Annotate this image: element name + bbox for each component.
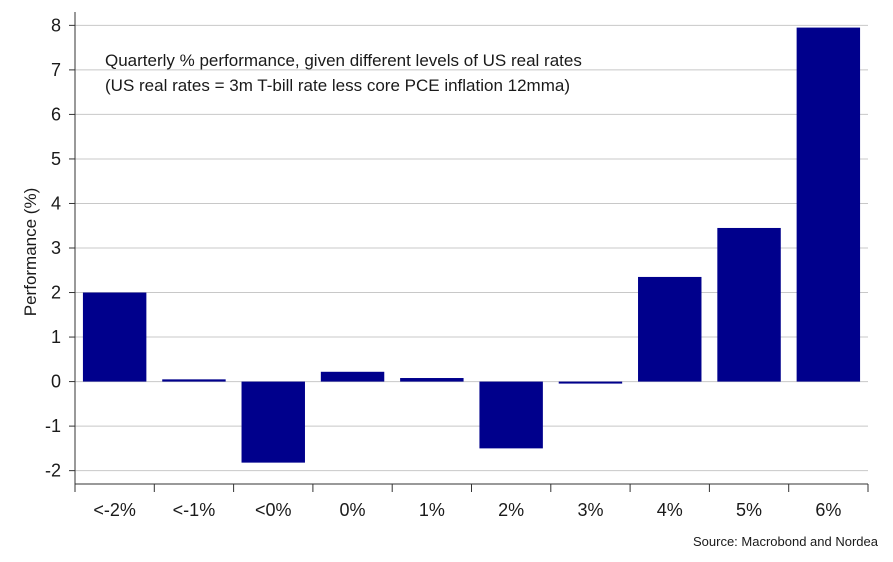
y-tick-label: 0 — [51, 372, 61, 392]
x-tick-label: <-1% — [173, 500, 216, 520]
y-tick-label: 5 — [51, 149, 61, 169]
x-tick-label: 1% — [419, 500, 445, 520]
annotation-line-1: Quarterly % performance, given different… — [105, 51, 582, 70]
x-tick-label: 5% — [736, 500, 762, 520]
bar — [558, 381, 623, 384]
bar — [162, 379, 226, 382]
bar — [320, 371, 385, 382]
y-tick-label: 4 — [51, 193, 61, 213]
y-tick-label: 8 — [51, 15, 61, 35]
annotation-line-2: (US real rates = 3m T-bill rate less cor… — [105, 76, 570, 95]
x-tick-label: 0% — [340, 500, 366, 520]
y-tick-label: 3 — [51, 238, 61, 258]
y-tick-label: 1 — [51, 327, 61, 347]
x-tick-label: 6% — [815, 500, 841, 520]
bars — [82, 27, 861, 463]
y-tick-label: -1 — [45, 416, 61, 436]
source-note: Source: Macrobond and Nordea — [693, 534, 879, 549]
bar — [400, 378, 464, 382]
x-tick-label: 3% — [577, 500, 603, 520]
bar — [479, 381, 543, 449]
y-axis-label: Performance (%) — [21, 188, 40, 316]
y-tick-label: 7 — [51, 60, 61, 80]
x-tick-label: 2% — [498, 500, 524, 520]
bar — [717, 227, 781, 382]
bar — [796, 27, 861, 382]
y-tick-label: 2 — [51, 283, 61, 303]
x-tick-label: <-2% — [93, 500, 136, 520]
y-tick-label: 6 — [51, 104, 61, 124]
bar — [82, 292, 147, 382]
y-tick-label: -2 — [45, 461, 61, 481]
x-tick-labels: <-2% <-1% <0% 0% 1% 2% 3% 4% 5% 6% — [74, 484, 869, 520]
bar — [241, 381, 305, 463]
x-tick-label: 4% — [657, 500, 683, 520]
x-tick-label: <0% — [255, 500, 292, 520]
y-tick-labels: 8 7 6 5 4 3 2 1 0 -1 -2 — [45, 15, 61, 480]
bar — [638, 276, 702, 382]
